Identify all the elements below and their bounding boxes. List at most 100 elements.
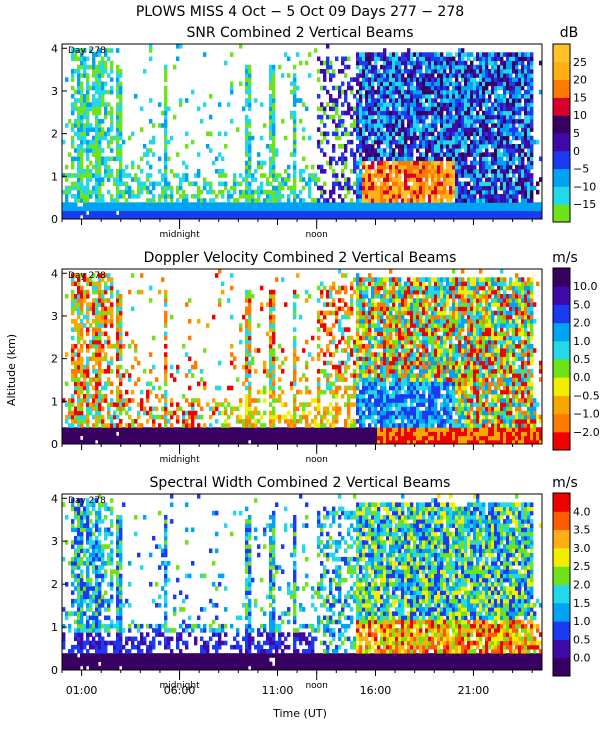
heatmap-cell — [74, 48, 78, 53]
heatmap-cell — [257, 431, 261, 437]
heatmap-cell — [242, 439, 246, 445]
heatmap-cell — [245, 406, 249, 412]
heatmap-cell — [515, 119, 519, 124]
heatmap-cell — [446, 206, 450, 212]
heatmap-cell — [410, 89, 414, 95]
heatmap-cell — [380, 56, 384, 62]
heatmap-cell — [497, 144, 501, 149]
heatmap-cell — [443, 173, 447, 178]
heatmap-cell — [269, 198, 273, 203]
heatmap-cell — [137, 439, 141, 445]
heatmap-cell — [401, 60, 405, 66]
heatmap-cell — [479, 119, 483, 124]
heatmap-cell — [488, 77, 492, 82]
heatmap-cell — [503, 148, 507, 153]
heatmap-cell — [104, 398, 108, 403]
heatmap-cell — [350, 214, 354, 220]
marker-label-noon: noon — [305, 230, 327, 240]
heatmap-cell — [335, 173, 339, 178]
heatmap-cell — [371, 152, 375, 157]
heatmap-cell — [515, 106, 519, 112]
heatmap-cell — [395, 152, 399, 157]
heatmap-cell — [437, 119, 441, 124]
heatmap-cell — [71, 360, 75, 366]
heatmap-cell — [521, 135, 525, 141]
heatmap-cell — [272, 352, 276, 357]
heatmap-cell — [272, 119, 276, 124]
heatmap-cell — [116, 110, 120, 116]
heatmap-cell — [233, 431, 237, 437]
heatmap-cell — [272, 294, 276, 299]
heatmap-cell — [140, 406, 144, 412]
heatmap-cell — [263, 206, 267, 212]
heatmap-cell — [476, 185, 480, 191]
heatmap-cell — [335, 202, 339, 207]
heatmap-cell — [371, 198, 375, 203]
heatmap-cell — [374, 60, 378, 66]
heatmap-cell — [83, 189, 87, 195]
heatmap-cell — [161, 431, 165, 437]
heatmap-cell — [164, 344, 168, 349]
heatmap-cell — [389, 173, 393, 178]
heatmap-cell — [104, 369, 108, 374]
heatmap-cell — [410, 102, 414, 107]
heatmap-cell — [137, 423, 141, 428]
heatmap-cell — [476, 214, 480, 220]
heatmap-cell — [509, 119, 513, 124]
heatmap-cell — [323, 77, 327, 82]
heatmap-cell — [497, 73, 501, 78]
heatmap-cell — [173, 202, 177, 207]
heatmap-cell — [527, 77, 531, 82]
heatmap-cell — [299, 189, 303, 195]
heatmap-cell — [530, 64, 534, 70]
heatmap-cell — [164, 294, 168, 299]
heatmap-cell — [452, 131, 456, 137]
heatmap-cell — [260, 423, 264, 428]
heatmap-cell — [98, 310, 102, 316]
heatmap-cell — [494, 102, 498, 107]
heatmap-cell — [527, 144, 531, 149]
heatmap-cell — [83, 169, 87, 174]
heatmap-cell — [509, 73, 513, 78]
heatmap-cell — [230, 273, 234, 278]
heatmap-cell — [167, 435, 171, 441]
heatmap-cell — [89, 85, 93, 91]
heatmap-cell — [134, 94, 138, 99]
heatmap-cell — [272, 64, 276, 70]
heatmap-cell — [95, 302, 99, 307]
heatmap-cell — [86, 398, 90, 403]
heatmap-cell — [377, 85, 381, 91]
heatmap-cell — [461, 85, 465, 91]
heatmap-cell — [128, 431, 132, 437]
heatmap-cell — [473, 198, 477, 203]
heatmap-cell — [389, 60, 393, 66]
heatmap-cell — [95, 89, 99, 95]
heatmap-cell — [479, 185, 483, 191]
heatmap-cell — [482, 164, 486, 170]
heatmap-cell — [320, 189, 324, 195]
heatmap-cell — [458, 85, 462, 91]
heatmap-cell — [518, 69, 522, 74]
heatmap-cell — [410, 123, 414, 128]
heatmap-cell — [497, 156, 501, 162]
heatmap-cell — [395, 77, 399, 82]
heatmap-cell — [170, 364, 174, 370]
heatmap-cell — [248, 298, 252, 303]
heatmap-cell — [80, 56, 84, 62]
heatmap-cell — [95, 85, 99, 91]
heatmap-cell — [434, 177, 438, 182]
heatmap-cell — [422, 106, 426, 112]
heatmap-cell — [347, 131, 351, 137]
heatmap-cell — [356, 177, 360, 182]
heatmap-cell — [482, 156, 486, 162]
heatmap-cell — [383, 77, 387, 82]
heatmap-cell — [398, 77, 402, 82]
heatmap-cell — [98, 156, 102, 162]
heatmap-cell — [71, 394, 75, 399]
heatmap-cell — [140, 202, 144, 207]
heatmap-cell — [464, 119, 468, 124]
heatmap-cell — [278, 377, 282, 382]
heatmap-cell — [440, 94, 444, 99]
heatmap-cell — [131, 423, 135, 428]
heatmap-cell — [188, 206, 192, 212]
